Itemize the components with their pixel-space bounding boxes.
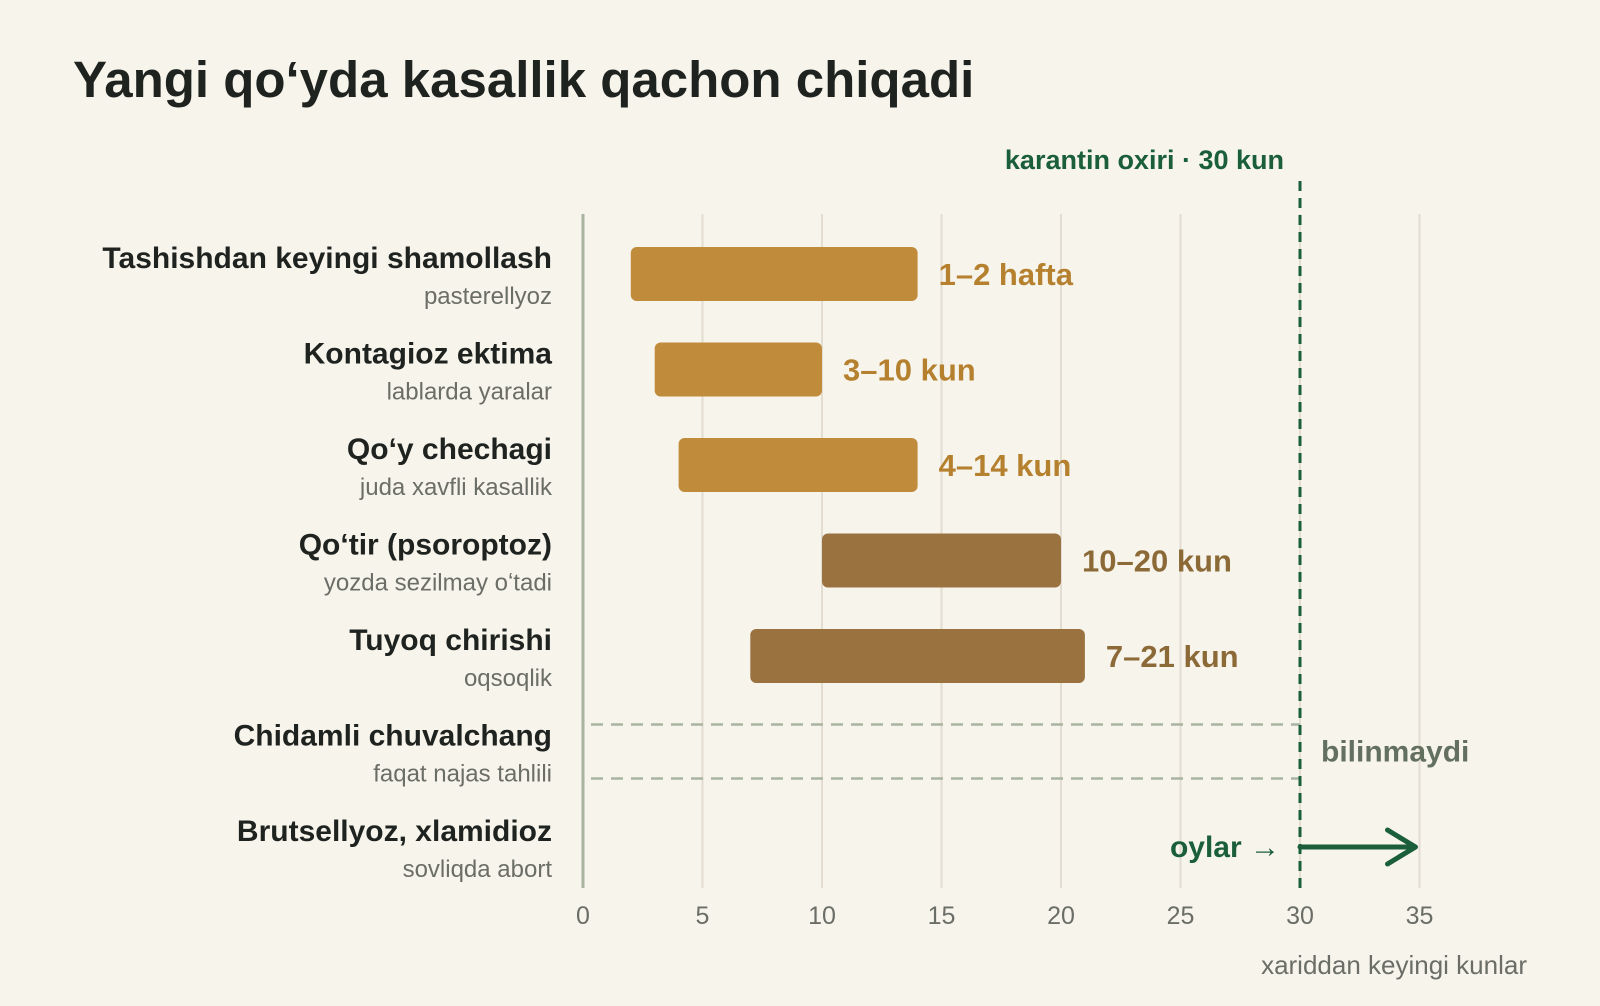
bar bbox=[654, 342, 822, 397]
bar-value-label: 7–21 kun bbox=[1106, 639, 1239, 674]
x-tick-label: 0 bbox=[576, 902, 590, 930]
marker-label: karantin oxiri · 30 kun bbox=[1005, 145, 1284, 175]
row-subtitle: oqsoqlik bbox=[464, 665, 553, 692]
row-subtitle: faqat najas tahlili bbox=[373, 761, 552, 788]
row-subtitle: sovliqda abort bbox=[403, 856, 553, 883]
row-name: Chidamli chuvalchang bbox=[234, 720, 552, 753]
x-tick-label: 20 bbox=[1047, 902, 1075, 930]
x-tick-label: 30 bbox=[1286, 902, 1314, 930]
bar-value-label: 10–20 kun bbox=[1082, 544, 1232, 579]
x-tick-label: 5 bbox=[696, 902, 710, 930]
row-name: Brutsellyoz, xlamidioz bbox=[237, 815, 552, 848]
row-subtitle: yozda sezilmay oʻtadi bbox=[324, 570, 552, 597]
row-name: Tashishdan keyingi shamollash bbox=[102, 242, 552, 275]
row-name: Qoʻtir (psoroptoz) bbox=[299, 529, 552, 562]
rows-layer: Tashishdan keyingi shamollash pasterellyo… bbox=[102, 242, 1469, 883]
bar-value-label: oylar → bbox=[1170, 831, 1280, 864]
bar bbox=[750, 629, 1085, 683]
row-subtitle: pasterellyoz bbox=[424, 283, 552, 310]
bar bbox=[822, 533, 1061, 588]
x-tick-label: 25 bbox=[1167, 902, 1195, 930]
bar bbox=[630, 247, 918, 301]
x-tick-label: 10 bbox=[808, 902, 836, 930]
row-name: Tuyoq chirishi bbox=[349, 624, 552, 657]
bar-value-label: 4–14 kun bbox=[939, 448, 1072, 483]
chart-title: Yangi qoʻyda kasallik qachon chiqadi bbox=[73, 51, 974, 108]
bar-value-label: 3–10 kun bbox=[843, 353, 976, 388]
x-tick-label: 35 bbox=[1406, 902, 1434, 930]
bar-value-label: bilinmaydi bbox=[1321, 736, 1469, 769]
bar bbox=[678, 438, 918, 492]
bar-value-label: 1–2 hafta bbox=[939, 257, 1074, 292]
row-name: Qoʻy chechagi bbox=[347, 433, 552, 466]
row-subtitle: juda xavfli kasallik bbox=[359, 474, 553, 501]
row-subtitle: lablarda yaralar bbox=[387, 379, 552, 406]
months-arrow-head bbox=[1385, 827, 1418, 867]
x-tick-label: 15 bbox=[928, 902, 956, 930]
x-axis-label: xariddan keyingi kunlar bbox=[1261, 950, 1527, 980]
row-name: Kontagioz ektima bbox=[304, 338, 553, 371]
